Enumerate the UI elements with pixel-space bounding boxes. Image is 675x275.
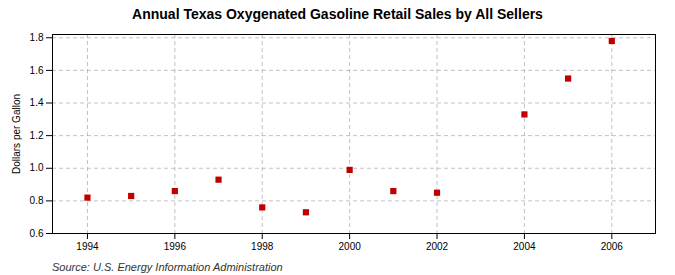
svg-text:1.8: 1.8: [30, 32, 44, 43]
svg-text:2006: 2006: [601, 241, 624, 252]
svg-text:0.8: 0.8: [30, 195, 44, 206]
svg-text:1994: 1994: [76, 241, 99, 252]
svg-text:1996: 1996: [164, 241, 187, 252]
svg-text:0.6: 0.6: [30, 228, 44, 239]
svg-text:1.4: 1.4: [30, 97, 44, 108]
html-text:Annual Texas Oxygenated Gasoli: Annual Texas Oxygenated Gasoline Retail …: [132, 6, 543, 22]
svg-text:Dollars per Gallon: Dollars per Gallon: [11, 94, 22, 174]
svg-text:2000: 2000: [339, 241, 362, 252]
svg-text:1.6: 1.6: [30, 65, 44, 76]
svg-text:1998: 1998: [251, 241, 274, 252]
svg-text:2004: 2004: [513, 241, 536, 252]
svg-text:1.0: 1.0: [30, 162, 44, 173]
svg-text:1.2: 1.2: [30, 130, 44, 141]
html-text:Source: U.S. Energy Informatio: Source: U.S. Energy Information Administ…: [52, 261, 283, 273]
svg-text:2002: 2002: [426, 241, 449, 252]
